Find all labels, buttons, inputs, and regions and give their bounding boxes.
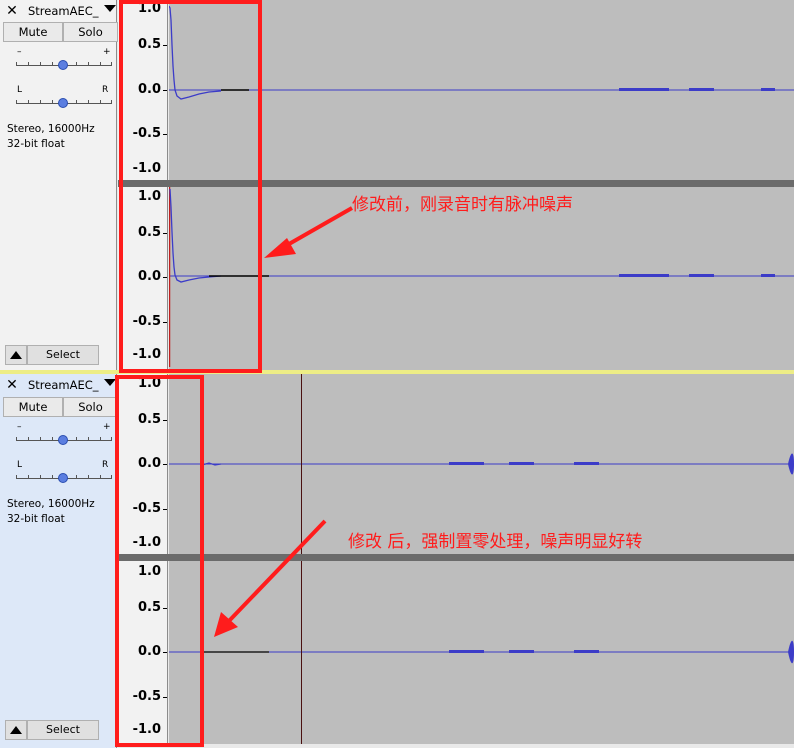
ruler-label: 0.0 bbox=[137, 456, 161, 471]
waveform-channel-right[interactable] bbox=[169, 187, 794, 370]
ruler-label: 1.0 bbox=[137, 564, 161, 579]
triangle-up-icon bbox=[10, 726, 22, 734]
track-control-panel: ✕ StreamAEC_ Mute Solo – + L R Stereo, 1… bbox=[0, 0, 118, 370]
ruler-label: 0.5 bbox=[137, 37, 161, 52]
close-track-icon[interactable]: ✕ bbox=[6, 377, 18, 393]
collapse-track-button[interactable] bbox=[5, 720, 27, 740]
pan-slider-thumb[interactable] bbox=[58, 473, 68, 483]
ruler-label: -1.0 bbox=[132, 161, 161, 176]
waveform-svg bbox=[169, 374, 794, 554]
sample-format-info: 32-bit float bbox=[7, 138, 65, 150]
gain-plus-label: + bbox=[103, 422, 111, 432]
channel-separator bbox=[118, 554, 794, 561]
select-track-button[interactable]: Select bbox=[27, 720, 99, 740]
annotation-before: 修改前，刚录音时有脉冲噪声 bbox=[352, 195, 573, 215]
highlight-box-after bbox=[115, 375, 204, 747]
track-2: ✕ StreamAEC_ Mute Solo – + L R Stereo, 1… bbox=[0, 374, 794, 748]
select-track-button[interactable]: Select bbox=[27, 345, 99, 365]
ruler-label: 0.0 bbox=[137, 269, 161, 284]
waveform-channel-right[interactable] bbox=[169, 561, 794, 744]
pan-right-label: R bbox=[102, 460, 109, 470]
gain-plus-label: + bbox=[103, 47, 111, 57]
ruler-label: 0.0 bbox=[137, 82, 161, 97]
track-1: ✕ StreamAEC_ Mute Solo – + L R Stereo, 1… bbox=[0, 0, 794, 370]
ruler-label: 0.5 bbox=[137, 225, 161, 240]
ruler-label: 1.0 bbox=[137, 376, 161, 391]
ruler-label: -1.0 bbox=[132, 347, 161, 362]
waveform-channel-left[interactable] bbox=[169, 0, 794, 180]
pan-right-label: R bbox=[102, 85, 109, 95]
ruler-label: -1.0 bbox=[132, 535, 161, 550]
chevron-down-icon[interactable] bbox=[104, 379, 116, 386]
collapse-track-button[interactable] bbox=[5, 345, 27, 365]
gain-slider[interactable] bbox=[16, 58, 112, 72]
mute-button[interactable]: Mute bbox=[3, 397, 63, 417]
track-name-menu[interactable]: StreamAEC_ bbox=[28, 4, 99, 18]
pan-slider[interactable] bbox=[16, 471, 112, 485]
waveform-svg bbox=[169, 561, 794, 744]
track-control-panel: ✕ StreamAEC_ Mute Solo – + L R Stereo, 1… bbox=[0, 374, 118, 748]
gain-minus-label: – bbox=[17, 47, 22, 57]
waveform-svg bbox=[169, 187, 794, 367]
ruler-label: 0.5 bbox=[137, 600, 161, 615]
pan-slider[interactable] bbox=[16, 96, 112, 110]
solo-button[interactable]: Solo bbox=[63, 397, 118, 417]
pan-slider-thumb[interactable] bbox=[58, 98, 68, 108]
sample-rate-info: Stereo, 16000Hz bbox=[7, 123, 95, 135]
gain-minus-label: – bbox=[17, 422, 22, 432]
ruler-label: -0.5 bbox=[132, 501, 161, 516]
ruler-label: -0.5 bbox=[132, 689, 161, 704]
ruler-label: 0.5 bbox=[137, 412, 161, 427]
highlight-box-before bbox=[119, 0, 262, 373]
waveform-svg bbox=[169, 5, 794, 100]
gain-slider-thumb[interactable] bbox=[58, 60, 68, 70]
ruler-label: 0.0 bbox=[137, 644, 161, 659]
track-separator bbox=[0, 370, 794, 374]
amplitude-ruler: 1.0 0.5 0.0 -0.5 -1.0 bbox=[118, 0, 168, 180]
close-track-icon[interactable]: ✕ bbox=[6, 3, 18, 19]
ruler-label: -0.5 bbox=[132, 126, 161, 141]
pan-left-label: L bbox=[17, 85, 23, 95]
ruler-label: -0.5 bbox=[132, 314, 161, 329]
ruler-label: 1.0 bbox=[137, 189, 161, 204]
sample-rate-info: Stereo, 16000Hz bbox=[7, 498, 95, 510]
track-name-menu[interactable]: StreamAEC_ bbox=[28, 378, 99, 392]
amplitude-ruler: 1.0 0.5 0.0 -0.5 -1.0 bbox=[118, 374, 168, 554]
channel-separator bbox=[118, 180, 794, 187]
annotation-after: 修改 后，强制置零处理，噪声明显好转 bbox=[348, 532, 643, 552]
gain-slider[interactable] bbox=[16, 433, 112, 447]
gain-slider-thumb[interactable] bbox=[58, 435, 68, 445]
sample-format-info: 32-bit float bbox=[7, 513, 65, 525]
pan-left-label: L bbox=[17, 460, 23, 470]
amplitude-ruler: 1.0 0.5 0.0 -0.5 -1.0 bbox=[118, 187, 168, 370]
triangle-up-icon bbox=[10, 351, 22, 359]
chevron-down-icon[interactable] bbox=[104, 5, 116, 12]
mute-button[interactable]: Mute bbox=[3, 22, 63, 42]
ruler-label: -1.0 bbox=[132, 722, 161, 737]
solo-button[interactable]: Solo bbox=[63, 22, 118, 42]
ruler-label: 1.0 bbox=[137, 1, 161, 16]
waveform-channel-left[interactable] bbox=[169, 374, 794, 554]
amplitude-ruler: 1.0 0.5 0.0 -0.5 -1.0 bbox=[118, 561, 168, 744]
